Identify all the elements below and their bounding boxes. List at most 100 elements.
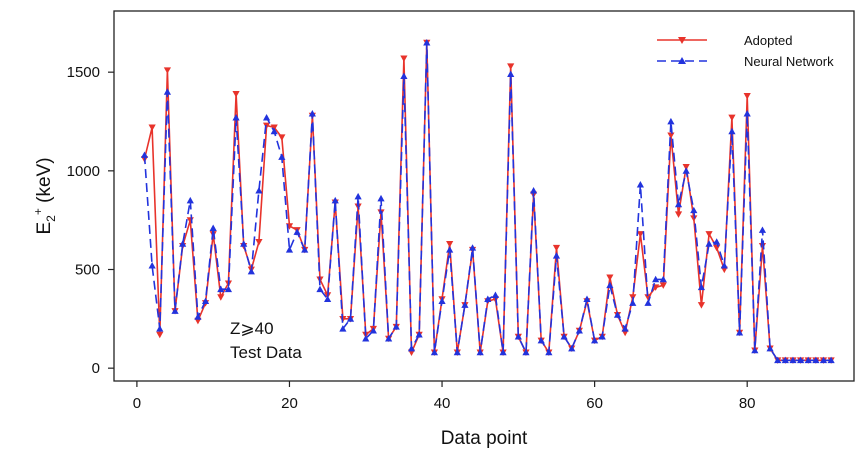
data-point xyxy=(690,206,698,214)
data-point xyxy=(644,294,652,301)
data-point xyxy=(247,267,255,275)
data-point xyxy=(789,356,797,364)
data-point xyxy=(697,302,706,309)
data-point xyxy=(697,283,706,291)
data-point xyxy=(339,325,347,332)
data-point xyxy=(575,327,583,334)
data-point xyxy=(705,240,713,247)
data-point xyxy=(400,55,408,62)
data-point xyxy=(514,333,522,340)
data-point xyxy=(499,348,507,356)
data-point xyxy=(308,110,316,117)
data-point xyxy=(400,72,408,79)
data-point xyxy=(507,63,515,70)
data-point xyxy=(476,348,484,356)
data-point xyxy=(796,356,805,364)
data-point xyxy=(186,217,194,224)
data-point xyxy=(140,151,149,158)
data-point xyxy=(217,285,225,293)
x-tick-label: 0 xyxy=(133,395,141,412)
data-point xyxy=(240,240,248,247)
data-point xyxy=(491,291,500,299)
data-point xyxy=(171,307,179,314)
data-point xyxy=(720,261,728,269)
data-point xyxy=(156,325,164,332)
data-point xyxy=(446,240,454,248)
data-point xyxy=(262,113,271,121)
y-tick-label: 500 xyxy=(75,262,100,279)
x-axis-label: Data point xyxy=(441,428,528,449)
data-point xyxy=(537,336,545,344)
data-point xyxy=(598,333,606,340)
data-point xyxy=(522,348,530,356)
data-point xyxy=(674,211,683,218)
data-point xyxy=(262,122,271,130)
data-point xyxy=(774,356,782,364)
data-point xyxy=(293,228,301,235)
y-tick-label: 1000 xyxy=(67,163,100,180)
data-point xyxy=(728,127,736,135)
y-axis-label-symbol: E xyxy=(34,222,55,235)
data-point xyxy=(148,261,156,269)
y-tick-label: 0 xyxy=(92,360,100,377)
data-point xyxy=(316,285,324,293)
data-point xyxy=(407,344,416,352)
data-point xyxy=(156,331,164,339)
data-point xyxy=(735,329,744,336)
data-point xyxy=(606,274,614,281)
data-point xyxy=(766,344,774,352)
data-point xyxy=(423,38,431,46)
data-point xyxy=(659,275,667,283)
y-axis-label-unit: (keV) xyxy=(34,157,55,208)
data-point xyxy=(278,134,286,141)
x-tick-label: 20 xyxy=(281,395,298,412)
data-point xyxy=(453,348,461,356)
data-point xyxy=(179,240,187,247)
data-point xyxy=(743,110,751,117)
data-point xyxy=(743,92,751,100)
x-tick-label: 60 xyxy=(586,395,603,412)
data-point xyxy=(682,167,690,174)
data-point xyxy=(591,336,599,344)
data-point xyxy=(278,153,286,160)
data-point xyxy=(285,246,294,253)
plot-frame xyxy=(113,10,855,382)
data-point xyxy=(713,238,721,245)
y-axis-label-text: E2+ (keV) xyxy=(31,157,58,234)
x-axis-ticks: 0 20 40 60 80 xyxy=(133,381,756,412)
y-axis-label: E2+ (keV) xyxy=(31,157,58,234)
data-point xyxy=(636,231,644,238)
data-point xyxy=(659,282,667,289)
data-point xyxy=(446,246,454,253)
data-point xyxy=(438,297,446,304)
data-point xyxy=(163,67,172,74)
annotation: Z⩾40 Test Data xyxy=(230,319,302,362)
data-point xyxy=(255,186,263,194)
data-point xyxy=(415,331,423,338)
data-point xyxy=(552,244,561,252)
data-point xyxy=(392,323,400,330)
y-axis-ticks: 0 500 1000 1500 xyxy=(67,64,114,377)
data-point xyxy=(644,299,652,306)
series-line-adopted xyxy=(143,41,832,362)
data-point xyxy=(583,295,591,302)
annotation-line-2: Test Data xyxy=(230,343,302,362)
data-point xyxy=(758,226,767,233)
data-point xyxy=(690,215,698,222)
data-point xyxy=(270,127,278,135)
data-point xyxy=(385,334,393,342)
data-point xyxy=(163,88,172,95)
data-point xyxy=(552,252,561,259)
data-point xyxy=(301,246,309,253)
data-point xyxy=(255,239,263,246)
data-point xyxy=(346,315,355,322)
data-point xyxy=(232,91,240,98)
data-point xyxy=(713,244,721,252)
legend-nn-label: Neural Network xyxy=(744,54,834,69)
data-point xyxy=(560,333,568,340)
y-axis-label-subscript: 2 xyxy=(44,215,58,222)
data-point xyxy=(224,285,233,293)
y-tick-label: 1500 xyxy=(67,64,100,81)
data-point xyxy=(728,114,736,122)
